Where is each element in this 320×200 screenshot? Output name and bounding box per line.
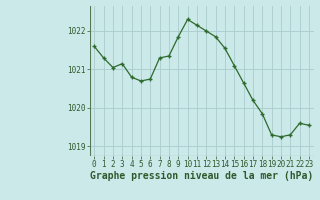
X-axis label: Graphe pression niveau de la mer (hPa): Graphe pression niveau de la mer (hPa) (90, 171, 313, 181)
